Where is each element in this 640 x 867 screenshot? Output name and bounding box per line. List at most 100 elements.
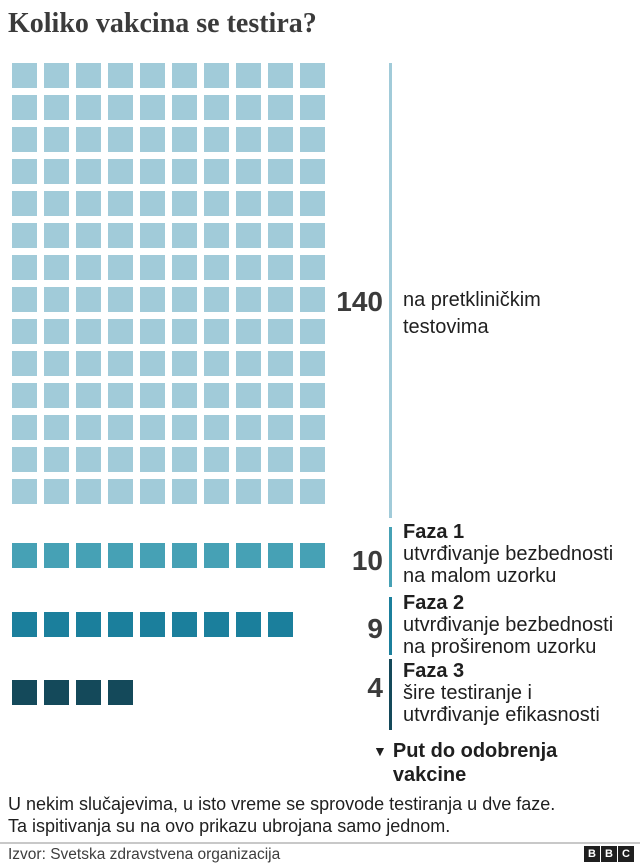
waffle-square-preclinical [236,415,261,440]
waffle-square-preclinical [204,223,229,248]
waffle-square-phase2 [268,612,293,637]
waffle-square-preclinical [44,159,69,184]
waffle-square-preclinical [236,95,261,120]
waffle-square-preclinical [140,319,165,344]
waffle-square-preclinical [268,415,293,440]
waffle-square-preclinical [108,447,133,472]
waffle-square-preclinical [172,383,197,408]
waffle-square-preclinical [300,191,325,216]
waffle-square-preclinical [204,479,229,504]
waffle-square-preclinical [140,223,165,248]
waffle-square-preclinical [204,319,229,344]
approval-path-text: Put do odobrenja vakcine [393,739,557,787]
waffle-square-phase3 [12,680,37,705]
down-triangle-icon: ▼ [373,743,387,759]
waffle-square-preclinical [76,447,101,472]
waffle-square-preclinical [300,415,325,440]
waffle-square-phase2 [108,612,133,637]
waffle-square-preclinical [108,191,133,216]
waffle-square-preclinical [300,287,325,312]
waffle-square-preclinical [76,415,101,440]
bracket-line-phase3 [389,659,392,730]
bracket-line-phase1 [389,527,392,587]
phase-label: Faza 2 [403,592,465,614]
waffle-square-preclinical [12,415,37,440]
waffle-square-preclinical [300,223,325,248]
waffle-square-preclinical [76,319,101,344]
waffle-square-preclinical [236,255,261,280]
approval-path-annotation: ▼ Put do odobrenja vakcine [373,739,557,787]
waffle-square-preclinical [12,447,37,472]
waffle-square-preclinical [76,127,101,152]
waffle-square-preclinical [236,383,261,408]
waffle-square-preclinical [172,351,197,376]
value-phase2: 9 [367,613,383,644]
waffle-square-preclinical [204,63,229,88]
waffle-square-preclinical [204,351,229,376]
waffle-grid-preclinical [12,63,325,504]
waffle-square-preclinical [236,191,261,216]
bbc-logo: B B C [584,846,634,862]
waffle-square-phase1 [268,543,293,568]
label-line: na malom uzorku [403,565,557,587]
waffle-grid-phase3 [12,680,325,705]
waffle-square-preclinical [268,159,293,184]
waffle-square-phase1 [76,543,101,568]
waffle-square-preclinical [204,127,229,152]
waffle-square-preclinical [268,95,293,120]
waffle-square-preclinical [12,319,37,344]
waffle-square-preclinical [140,63,165,88]
waffle-square-phase1 [300,543,325,568]
waffle-square-preclinical [300,63,325,88]
waffle-square-preclinical [12,191,37,216]
waffle-square-preclinical [12,479,37,504]
waffle-square-preclinical [76,223,101,248]
waffle-square-preclinical [204,255,229,280]
waffle-square-preclinical [300,127,325,152]
label-line: na pretkliničkim [403,289,541,311]
waffle-square-preclinical [44,191,69,216]
waffle-square-preclinical [76,383,101,408]
annotation-line: Put do odobrenja [392,740,558,762]
waffle-square-phase1 [108,543,133,568]
waffle-square-phase2 [140,612,165,637]
waffle-square-preclinical [268,479,293,504]
label-line: šire testiranje i [403,682,532,704]
annotation-line: vakcine [392,764,467,786]
label-phase3: Faza 3 šire testiranje i utvrđivanje efi… [403,660,600,726]
bbc-logo-block: B [601,846,617,862]
waffle-square-preclinical [44,415,69,440]
waffle-square-preclinical [12,255,37,280]
bbc-logo-block: B [584,846,600,862]
waffle-square-preclinical [76,159,101,184]
waffle-square-preclinical [44,447,69,472]
waffle-square-preclinical [12,287,37,312]
waffle-square-preclinical [76,95,101,120]
waffle-square-preclinical [236,319,261,344]
label-line: testovima [403,316,489,338]
waffle-square-preclinical [268,287,293,312]
waffle-square-preclinical [268,223,293,248]
waffle-square-preclinical [140,127,165,152]
waffle-square-preclinical [204,287,229,312]
waffle-square-preclinical [300,479,325,504]
waffle-square-preclinical [268,319,293,344]
source-attribution: Izvor: Svetska zdravstvena organizacija [8,846,281,863]
divider-line [0,842,640,844]
waffle-square-preclinical [44,351,69,376]
waffle-square-phase2 [236,612,261,637]
waffle-square-preclinical [300,255,325,280]
waffle-square-preclinical [76,191,101,216]
waffle-square-preclinical [236,447,261,472]
value-phase1: 10 [351,545,383,576]
waffle-square-preclinical [172,255,197,280]
label-phase1: Faza 1 utvrđivanje bezbednosti na malom … [403,521,613,587]
value-phase3: 4 [367,672,383,703]
waffle-square-phase2 [76,612,101,637]
waffle-square-preclinical [108,223,133,248]
label-phase2: Faza 2 utvrđivanje bezbednosti na prošir… [403,592,613,658]
waffle-square-preclinical [12,351,37,376]
waffle-square-preclinical [108,159,133,184]
waffle-square-preclinical [268,351,293,376]
